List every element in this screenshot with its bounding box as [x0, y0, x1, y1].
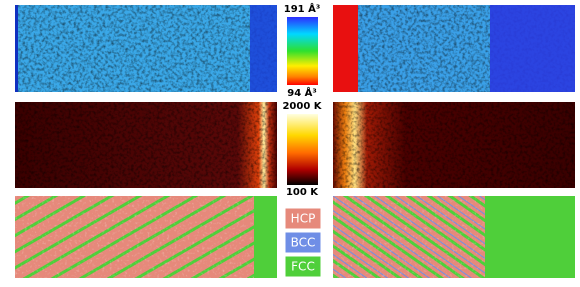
volume-panel-right [333, 5, 575, 92]
legend-swatch [284, 231, 322, 254]
colorbar-bottom-label: 94 Å³ [287, 86, 317, 99]
colorbar-top-label: 191 Å³ [284, 2, 320, 15]
temperature-panel-left [15, 102, 277, 188]
structure-panel-left [15, 196, 277, 278]
volume-panel-left [15, 5, 277, 92]
legend-label: FCC [291, 260, 315, 274]
structure-panel-right [333, 196, 575, 278]
temperature-colorbar [287, 114, 318, 185]
temperature-panel-right [333, 102, 575, 188]
legend-swatch [284, 207, 322, 230]
colorbar-top-label: 2000 K [282, 101, 322, 112]
legend-label: HCP [291, 212, 316, 226]
legend-label: BCC [291, 236, 316, 250]
legend: HCP BCC FCC [284, 207, 322, 278]
legend-swatch [284, 255, 322, 278]
colorbar-bottom-label: 100 K [286, 187, 319, 198]
volume-colorbar [287, 17, 318, 85]
